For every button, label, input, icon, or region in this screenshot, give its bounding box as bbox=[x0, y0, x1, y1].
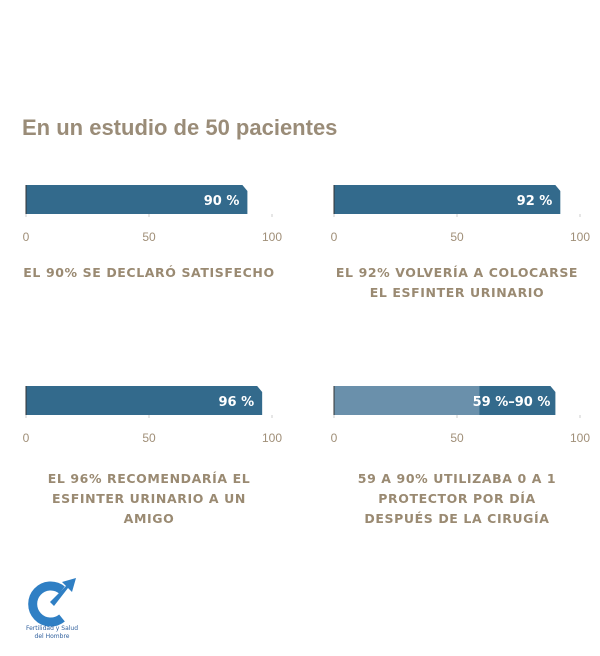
bar bbox=[26, 386, 263, 415]
caption: EL 90% SE DECLARÓ SATISFECHO bbox=[23, 265, 274, 280]
x-tick-label: 50 bbox=[450, 431, 464, 445]
caption: EL 92% VOLVERÍA A COLOCARSE bbox=[336, 265, 578, 280]
caption: DESPUÉS DE LA CIRUGÍA bbox=[364, 511, 549, 526]
title: En un estudio de 50 pacientes bbox=[22, 115, 337, 140]
x-tick-label: 50 bbox=[142, 230, 156, 244]
x-tick-label: 100 bbox=[570, 230, 590, 244]
x-tick-label: 0 bbox=[331, 230, 338, 244]
caption: ESFINTER URINARIO A UN bbox=[52, 491, 246, 506]
bar bbox=[334, 185, 561, 214]
logo-text: Fertilidad y Salud bbox=[26, 625, 78, 632]
caption: 59 A 90% UTILIZABA 0 A 1 bbox=[358, 471, 556, 486]
caption: AMIGO bbox=[124, 511, 175, 526]
range-low-bar bbox=[334, 386, 480, 415]
value-label: 96 % bbox=[219, 395, 255, 410]
logo-text: del Hombre bbox=[35, 633, 70, 640]
x-tick-label: 100 bbox=[262, 230, 282, 244]
x-tick-label: 0 bbox=[23, 431, 30, 445]
range-bar bbox=[479, 386, 556, 415]
logo-arrow bbox=[50, 578, 76, 606]
value-label: 90 % bbox=[204, 194, 240, 209]
x-tick-label: 100 bbox=[262, 431, 282, 445]
bar bbox=[26, 185, 248, 214]
x-tick-label: 0 bbox=[331, 431, 338, 445]
caption: EL ESFINTER URINARIO bbox=[370, 285, 545, 300]
value-label: 59 %–90 % bbox=[473, 395, 551, 410]
logo-c bbox=[28, 581, 65, 627]
x-tick-label: 50 bbox=[450, 230, 464, 244]
x-tick-label: 50 bbox=[142, 431, 156, 445]
caption: EL 96% RECOMENDARÍA EL bbox=[48, 471, 251, 486]
logo: Fertilidad y Salud del Hombre bbox=[26, 578, 78, 640]
x-tick-label: 100 bbox=[570, 431, 590, 445]
caption: PROTECTOR POR DÍA bbox=[378, 491, 535, 506]
value-label: 92 % bbox=[517, 194, 553, 209]
x-tick-label: 0 bbox=[23, 230, 30, 244]
